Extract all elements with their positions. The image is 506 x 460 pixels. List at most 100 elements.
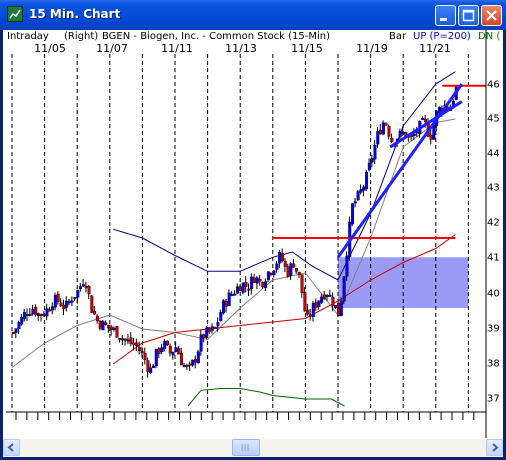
candle-body	[109, 326, 113, 330]
scroll-right-button[interactable]	[486, 439, 503, 456]
candle-body	[252, 277, 256, 283]
bar-legend: Bar	[389, 31, 407, 42]
candle-body	[423, 118, 427, 123]
candle-body	[334, 305, 338, 309]
candle-body	[233, 293, 237, 296]
candle-body	[20, 316, 24, 325]
dn-legend: DN (	[478, 31, 501, 42]
candle-body	[93, 311, 97, 315]
candle-body	[264, 281, 268, 288]
candle-body	[208, 327, 212, 332]
candle-body	[384, 123, 388, 126]
candle-body	[180, 352, 184, 366]
date-label-1111: 11/11	[161, 42, 193, 55]
candle-body	[278, 252, 282, 264]
candle-body	[306, 309, 310, 315]
date-label-1105: 11/05	[34, 42, 66, 55]
candle-body	[135, 342, 139, 346]
candle-body	[196, 351, 200, 364]
price-label-37: 37	[487, 393, 500, 405]
candle-body	[412, 133, 416, 136]
candle-body	[255, 277, 259, 284]
candle-body	[121, 338, 125, 341]
candle-body	[90, 295, 94, 313]
candle-body	[194, 358, 198, 363]
candle-body	[286, 266, 290, 277]
candle-body	[325, 295, 329, 298]
candle-body	[14, 328, 18, 333]
horizontal-scrollbar[interactable]	[3, 439, 503, 457]
price-label-41: 41	[487, 252, 500, 264]
title-bar[interactable]: 15 Min. Chart	[0, 0, 506, 30]
candle-body	[272, 270, 276, 276]
candle-body	[56, 293, 60, 302]
close-button[interactable]	[481, 5, 502, 26]
candle-body	[182, 364, 186, 367]
candle-body	[387, 125, 391, 137]
candle-body	[398, 130, 402, 138]
candle-body	[359, 189, 363, 193]
candle-body	[73, 296, 77, 300]
date-label-1119: 11/19	[356, 42, 388, 55]
candle-body	[163, 341, 167, 350]
scroll-left-button[interactable]	[3, 439, 20, 456]
candle-body	[62, 304, 66, 310]
maximize-button[interactable]	[458, 5, 479, 26]
candle-body	[205, 327, 209, 338]
candle-body	[104, 322, 108, 325]
date-label-1121: 11/21	[419, 42, 451, 55]
candle-body	[421, 117, 425, 120]
candle-body	[146, 360, 150, 372]
candle-body	[219, 312, 223, 321]
candle-body	[112, 327, 116, 330]
scroll-thumb[interactable]	[232, 439, 260, 456]
candle-body	[353, 201, 357, 204]
candle-body	[339, 300, 343, 316]
candle-body	[42, 313, 46, 316]
candle-body	[188, 363, 192, 366]
candle-body	[177, 348, 181, 355]
candle-body	[303, 291, 307, 312]
up-legend: UP (P=200)	[413, 31, 471, 42]
candle-body	[241, 282, 245, 293]
candle-body	[266, 271, 270, 280]
close-icon	[486, 10, 497, 21]
candle-body	[70, 300, 74, 303]
candle-body	[317, 300, 321, 308]
candle-body	[275, 263, 279, 270]
candle-body	[168, 345, 172, 354]
candle-body	[258, 279, 262, 282]
candle-body	[222, 300, 226, 314]
candle-body	[351, 203, 355, 225]
upper-band-line	[112, 71, 456, 281]
price-label-38: 38	[487, 358, 500, 370]
minimize-button[interactable]	[435, 5, 456, 26]
minimize-icon	[440, 18, 447, 21]
candle-body	[345, 255, 349, 277]
candle-body	[59, 302, 63, 307]
candle-body	[79, 286, 83, 289]
candle-body	[140, 351, 144, 354]
price-label-45: 45	[487, 113, 500, 125]
candle-body	[250, 276, 254, 289]
candle-body	[236, 286, 240, 294]
candle-body	[51, 306, 55, 311]
window-title: 15 Min. Chart	[29, 7, 121, 21]
candle-body	[269, 273, 273, 275]
candle-body	[45, 308, 49, 317]
trendline-1	[336, 83, 464, 259]
candle-body	[390, 137, 394, 142]
candle-body	[238, 286, 242, 292]
candle-body	[28, 313, 32, 316]
candle-body	[115, 326, 119, 338]
candle-body	[11, 332, 15, 334]
interval-label: Intraday	[7, 31, 49, 42]
candle-body	[356, 191, 360, 201]
candle-body	[171, 351, 175, 356]
candle-body	[244, 282, 248, 287]
candle-body	[342, 276, 346, 302]
long-average-line	[112, 234, 456, 365]
candle-body	[337, 303, 341, 317]
price-label-42: 42	[487, 217, 500, 229]
